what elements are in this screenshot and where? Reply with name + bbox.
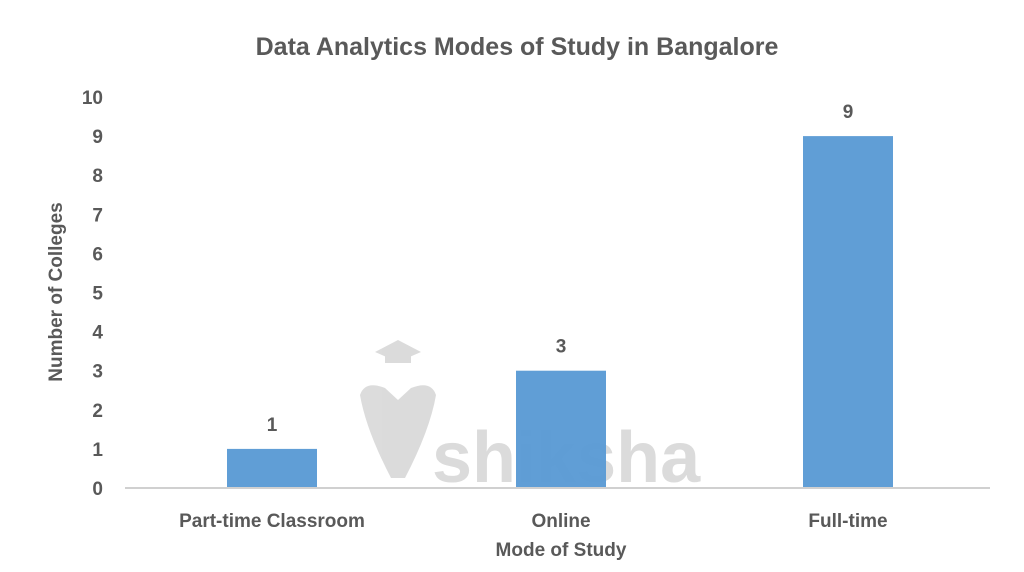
y-tick-label: 10 [82,88,103,109]
y-axis-label: Number of Colleges [46,202,67,381]
data-label: 9 [843,102,854,123]
y-tick-label: 5 [92,284,103,305]
data-label: 1 [267,415,278,436]
y-tick-label: 7 [92,205,103,226]
x-tick-label: Part-time Classroom [179,511,365,532]
bar [516,370,606,488]
y-tick-label: 2 [92,401,103,422]
x-axis-label: Mode of Study [496,540,627,561]
y-tick-label: 0 [92,479,103,500]
bar [227,448,317,488]
x-tick-label: Full-time [808,511,887,532]
y-tick-label: 3 [92,362,103,383]
x-tick-label: Online [531,511,590,532]
y-tick-label: 4 [92,323,103,344]
y-tick-label: 8 [92,166,103,187]
data-label: 3 [556,337,567,358]
bar [803,136,893,488]
y-tick-label: 9 [92,127,103,148]
y-tick-label: 6 [92,244,103,265]
y-tick-label: 1 [92,440,103,461]
chart-title: Data Analytics Modes of Study in Bangalo… [256,33,779,61]
